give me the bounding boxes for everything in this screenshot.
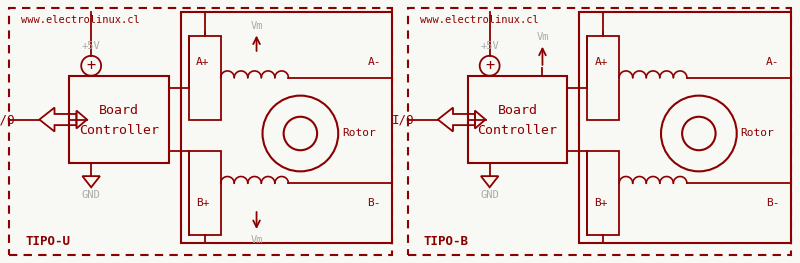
Text: A+: A+ [594, 57, 608, 67]
Text: +5V: +5V [480, 41, 499, 50]
Text: GND: GND [480, 190, 499, 200]
Text: Controller: Controller [478, 124, 558, 137]
Text: I/O: I/O [391, 113, 414, 126]
Text: Board: Board [99, 104, 139, 117]
Bar [189, 151, 221, 235]
Text: A+: A+ [196, 57, 210, 67]
Bar [10, 8, 392, 255]
Text: B-: B- [766, 198, 779, 208]
Text: TIPO-B: TIPO-B [424, 235, 469, 247]
Bar [189, 36, 221, 120]
Text: Controller: Controller [79, 124, 159, 137]
Text: +5V: +5V [82, 41, 101, 50]
Bar [468, 76, 567, 163]
Text: Vm: Vm [250, 21, 262, 31]
Text: B+: B+ [196, 198, 210, 208]
Bar [181, 12, 392, 243]
Text: Rotor: Rotor [741, 129, 774, 139]
Text: +: + [86, 58, 96, 73]
Text: B+: B+ [594, 198, 608, 208]
Text: Rotor: Rotor [342, 129, 376, 139]
Text: Vm: Vm [250, 235, 262, 245]
Text: www.electrolinux.cl: www.electrolinux.cl [22, 15, 140, 25]
Text: Vm: Vm [536, 32, 549, 42]
Text: I/O: I/O [0, 113, 15, 126]
Text: GND: GND [82, 190, 101, 200]
Text: +: + [485, 58, 494, 73]
Bar [408, 8, 790, 255]
Text: TIPO-U: TIPO-U [26, 235, 70, 247]
Text: B-: B- [367, 198, 381, 208]
Bar [587, 36, 619, 120]
Text: A-: A- [367, 57, 381, 67]
Text: www.electrolinux.cl: www.electrolinux.cl [420, 15, 538, 25]
Text: Board: Board [498, 104, 538, 117]
Text: A-: A- [766, 57, 779, 67]
Bar [70, 76, 169, 163]
Bar [579, 12, 790, 243]
Bar [587, 151, 619, 235]
